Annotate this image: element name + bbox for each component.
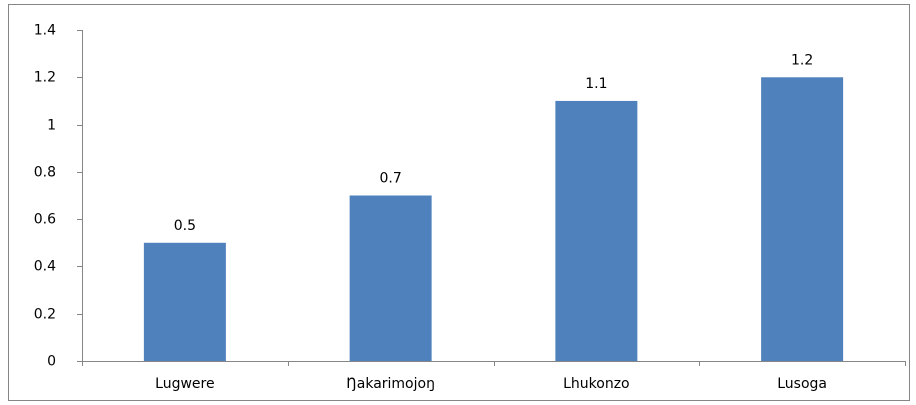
y-tick-label: 0: [47, 354, 56, 370]
bar: [349, 195, 432, 361]
y-tick-label: 0.8: [34, 165, 56, 181]
y-tick-label: 0.6: [34, 212, 56, 228]
y-tick-label: 1: [47, 118, 56, 134]
data-label: 0.7: [379, 171, 401, 187]
x-tick-label: Lugwere: [155, 376, 214, 392]
x-tick-label: Lusoga: [777, 376, 827, 392]
data-label: 1.2: [791, 52, 813, 68]
y-tick-label: 0.4: [34, 259, 56, 275]
x-tick-label: Lhukonzo: [563, 376, 630, 392]
x-tick-label: Ŋakarimojoŋ: [346, 376, 435, 392]
data-label: 0.5: [174, 218, 196, 234]
bar: [761, 77, 844, 362]
y-tick-label: 1.2: [34, 70, 56, 86]
bar: [143, 242, 226, 361]
bar: [555, 100, 638, 361]
data-label: 1.1: [585, 76, 607, 92]
y-tick-label: 0.2: [34, 307, 56, 323]
y-tick-label: 1.4: [34, 23, 56, 39]
